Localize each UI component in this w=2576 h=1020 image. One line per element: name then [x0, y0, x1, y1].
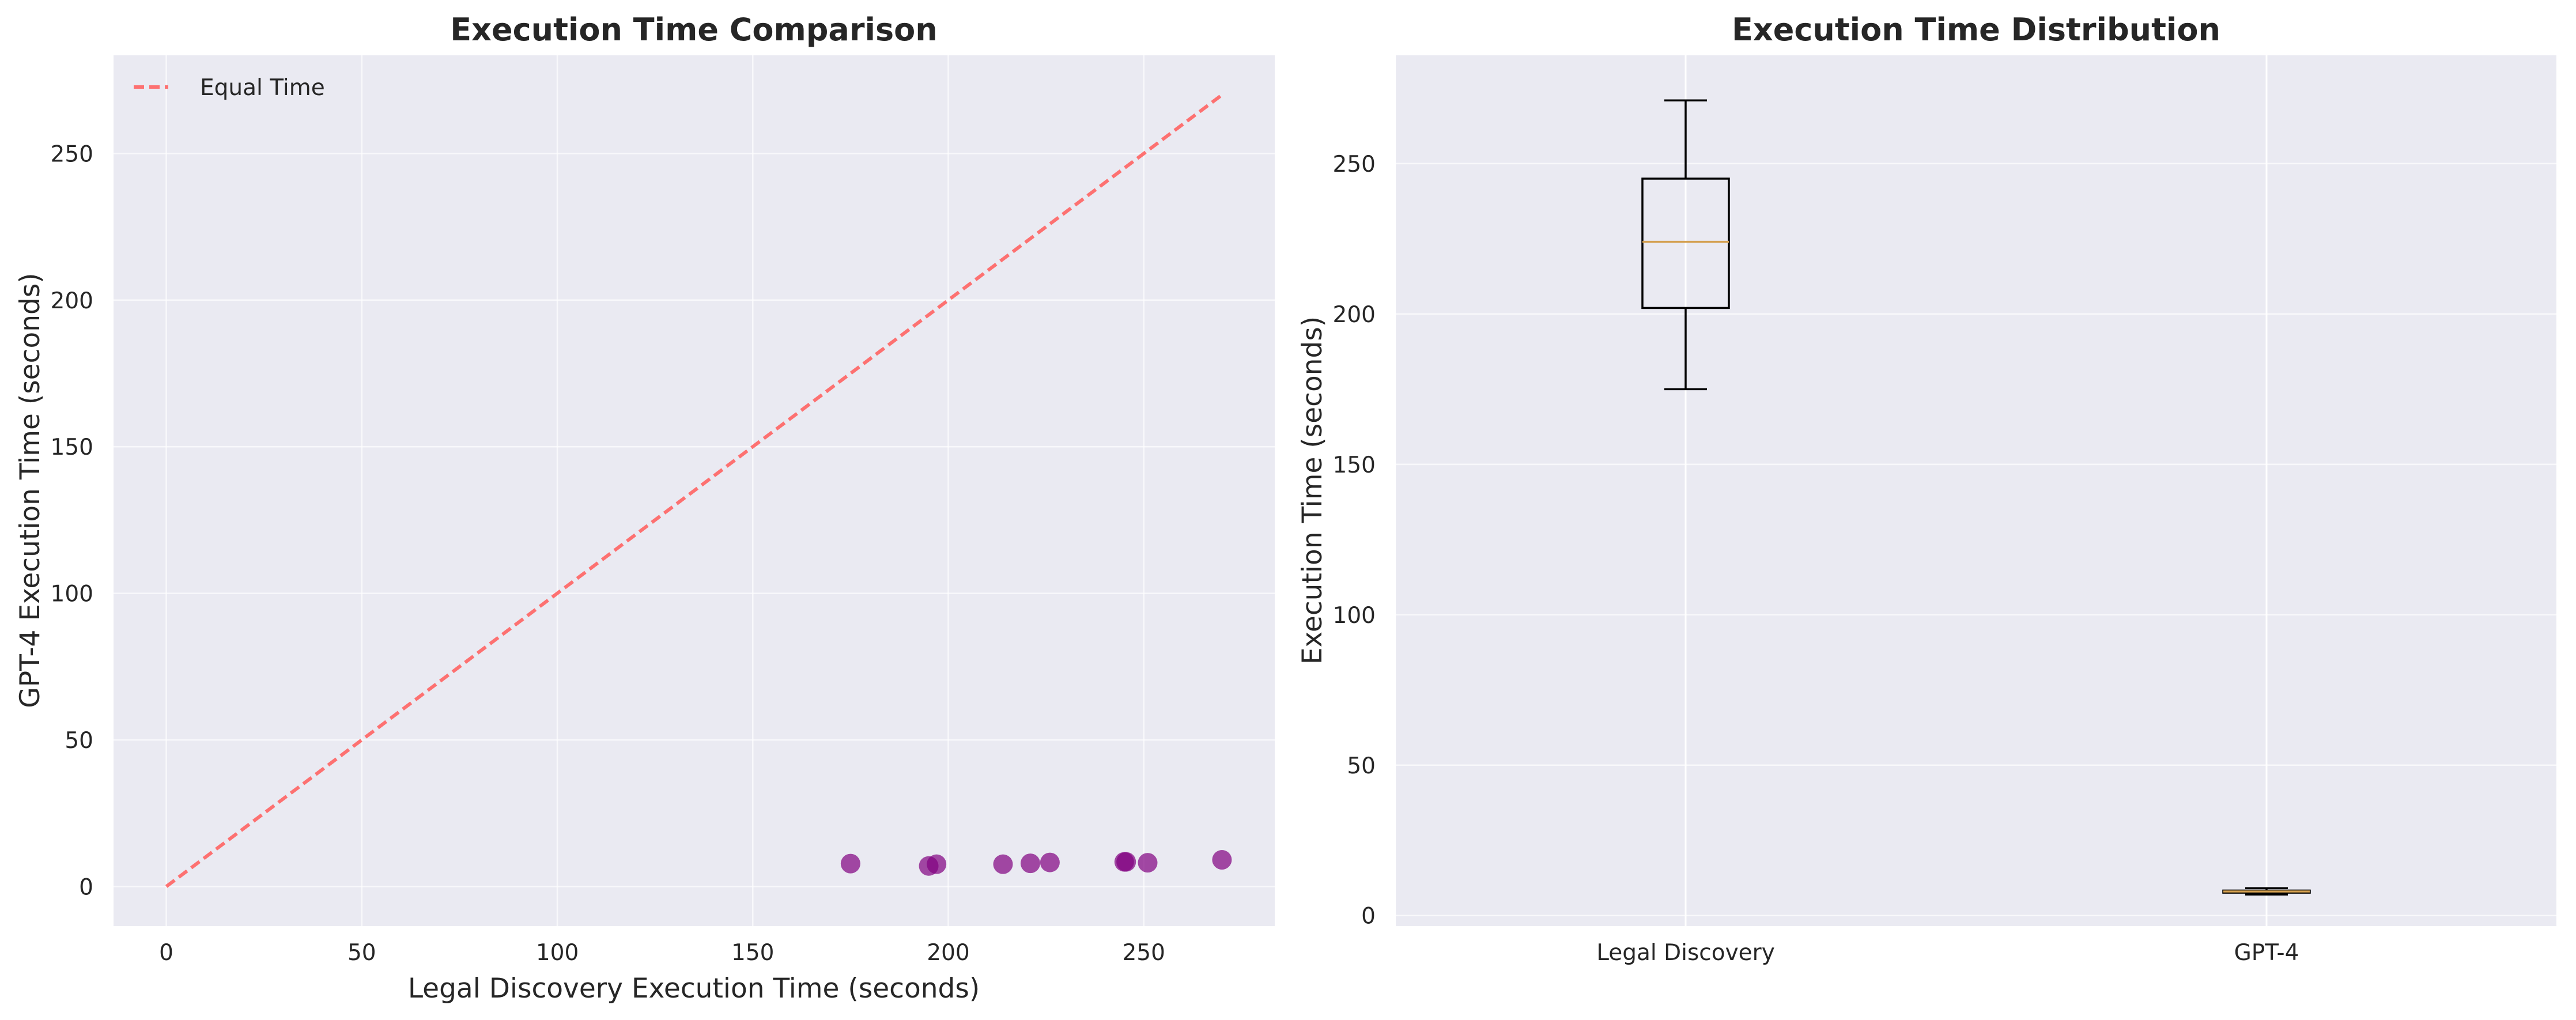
scatter-y-tick-label: 100: [51, 581, 93, 607]
legend-label: Equal Time: [200, 75, 325, 101]
box-y-tick-label: 250: [1333, 152, 1376, 177]
scatter-x-tick-label: 100: [536, 940, 579, 966]
box-x-ticks: Legal Discovery GPT-4: [1596, 940, 2299, 966]
scatter-y-ticks: 0 50 100 150 200 250: [51, 141, 93, 900]
scatter-panel: 0 50 100 150 200 250 0 50 100 150 200 250 Equal Ti…: [14, 12, 1275, 1004]
box-grid: [1396, 55, 2556, 926]
scatter-point: [840, 853, 860, 874]
scatter-y-tick-label: 0: [79, 874, 93, 900]
scatter-y-tick-label: 250: [51, 141, 93, 167]
equal-time-line: [165, 93, 1223, 888]
box-y-ticks: 0 50 100 150 200 250: [1333, 152, 1376, 930]
box-y-axis-label: Execution Time (seconds): [1297, 316, 1328, 664]
box-title: Execution Time Distribution: [1732, 12, 2220, 48]
scatter-y-tick-label: 150: [51, 435, 93, 460]
scatter-point: [1020, 853, 1040, 874]
scatter-x-axis-label: Legal Discovery Execution Time (seconds): [408, 973, 980, 1004]
box-elements: [1641, 99, 2311, 896]
scatter-y-tick-label: 200: [51, 288, 93, 314]
scatter-point: [1040, 852, 1060, 872]
scatter-point: [1116, 852, 1136, 872]
scatter-x-ticks: 0 50 100 150 200 250: [159, 940, 1165, 966]
scatter-y-tick-label: 50: [65, 728, 93, 754]
scatter-point: [927, 854, 947, 874]
box-panel: Legal Discovery GPT-4 0 50 100 150 200 250 Exe…: [1297, 12, 2556, 966]
scatter-legend: Equal Time: [134, 75, 325, 101]
scatter-y-axis-label: GPT-4 Execution Time (seconds): [14, 273, 46, 708]
scatter-x-tick-label: 0: [159, 940, 173, 966]
box-y-tick-label: 50: [1347, 753, 1376, 779]
box-y-tick-label: 0: [1361, 904, 1376, 930]
scatter-points: [840, 850, 1232, 876]
box-x-tick-label: Legal Discovery: [1596, 940, 1775, 966]
box-y-tick-label: 200: [1333, 302, 1376, 328]
scatter-point: [1138, 853, 1158, 873]
scatter-title: Execution Time Comparison: [450, 12, 937, 48]
scatter-x-tick-label: 150: [731, 940, 774, 966]
box-x-tick-label: GPT-4: [2234, 940, 2299, 966]
scatter-point: [993, 854, 1013, 874]
scatter-grid: [114, 55, 1275, 926]
box-y-tick-label: 150: [1333, 452, 1376, 478]
scatter-point: [1212, 850, 1232, 870]
box-body: [1641, 177, 1730, 309]
equal-time-line-group: [165, 93, 1223, 888]
scatter-x-tick-label: 50: [348, 940, 376, 966]
scatter-x-tick-label: 250: [1122, 940, 1165, 966]
box-y-tick-label: 100: [1333, 603, 1376, 629]
box-plot-area: [1396, 55, 2556, 926]
scatter-x-tick-label: 200: [927, 940, 969, 966]
